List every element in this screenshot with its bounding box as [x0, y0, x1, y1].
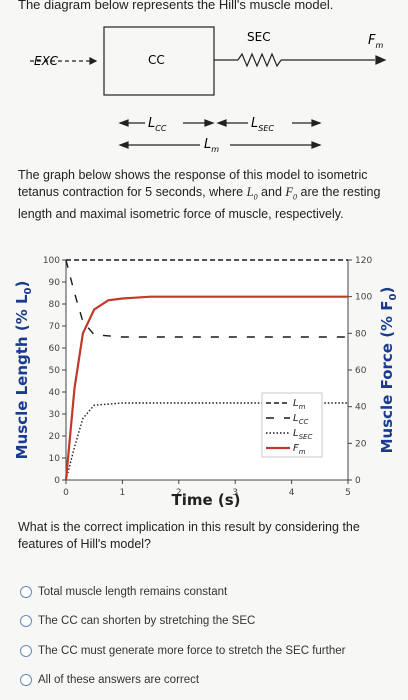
y-tick-label-10: 100	[43, 256, 60, 266]
lsec-arrowhead-left	[216, 119, 227, 127]
y-tick-label-0: 0	[54, 476, 60, 486]
y-tick-label-1: 10	[49, 454, 61, 464]
lm-label: Lm	[204, 137, 219, 154]
x-axis-label: Time (s)	[171, 491, 240, 509]
muscle-response-chart: 0 1 2 3 4 50102030405060708090100020406080100…	[13, 256, 399, 509]
y-tick-label-7: 70	[49, 322, 61, 332]
x-tick-label-5: 5	[345, 488, 351, 498]
y-tick-label-3: 30	[49, 410, 61, 420]
legend-box	[261, 392, 323, 458]
y2-tick-label-2: 40	[355, 403, 367, 413]
y-tick-label-9: 90	[49, 278, 61, 288]
option-4-label: All of these answers are correct	[38, 674, 200, 686]
force-arrowhead	[375, 55, 387, 65]
option-3-label: The CC must generate more force to stret…	[38, 645, 346, 657]
y2-axis-label: Muscle Force (% F0)	[378, 287, 399, 454]
header-text: The diagram below represents the Hill's …	[18, 0, 334, 12]
y2-tick-label-3: 60	[355, 366, 367, 376]
radio-3[interactable]	[20, 645, 32, 657]
intro-paragraph: The graph below shows the response of th…	[18, 168, 381, 221]
hill-model-diagram: EXC CC SEC Fm LCC LSEC Lm	[30, 26, 387, 154]
radio-2[interactable]	[20, 615, 32, 627]
lcc-label: LCC	[148, 116, 167, 133]
y-tick-label-2: 20	[49, 432, 61, 442]
lsec-arrowhead-right	[311, 119, 322, 127]
option-4[interactable]: All of these answers are correct	[20, 674, 199, 686]
option-1[interactable]: Total muscle length remains constant	[20, 586, 227, 598]
sec-label: SEC	[247, 30, 271, 44]
series-f-m-line	[64, 295, 348, 481]
exc-arrowhead	[89, 57, 98, 65]
y-tick-label-8: 80	[49, 300, 61, 310]
option-3[interactable]: The CC must generate more force to stret…	[20, 645, 345, 657]
fm-label: Fm	[368, 33, 383, 50]
radio-1[interactable]	[20, 586, 32, 598]
option-2[interactable]: The CC can shorten by stretching the SEC	[20, 615, 255, 627]
y-tick-label-5: 50	[49, 366, 61, 376]
y-tick-label-6: 60	[49, 344, 61, 354]
lm-arrowhead-left	[118, 141, 129, 149]
y2-tick-label-4: 80	[355, 329, 367, 339]
x-tick-label-3: 3	[232, 488, 238, 498]
x-tick-label-0: 0	[63, 488, 69, 498]
radio-4[interactable]	[20, 674, 32, 686]
exc-label: EXC	[34, 54, 59, 68]
legend-label-0: Lm	[293, 398, 306, 411]
legend-label-2: LSEC	[293, 428, 312, 441]
legend-label-1: LCC	[293, 413, 308, 426]
series-l-cc-line	[65, 259, 348, 338]
lcc-arrowhead-left	[118, 119, 129, 127]
x-tick-label-4: 4	[289, 488, 295, 498]
y2-tick-label-6: 120	[355, 256, 372, 266]
y-tick-label-4: 40	[49, 388, 61, 398]
y2-tick-label-0: 0	[355, 476, 361, 486]
option-2-label: The CC can shorten by stretching the SEC	[38, 615, 256, 627]
option-1-label: Total muscle length remains constant	[38, 586, 228, 598]
cc-box	[103, 26, 215, 96]
y2-tick-label-1: 20	[355, 439, 367, 449]
x-tick-label-2: 2	[176, 488, 182, 498]
x-tick-label-1: 1	[120, 488, 126, 498]
lcc-arrowhead-right	[204, 119, 215, 127]
sec-spring	[237, 52, 282, 68]
y2-tick-label-5: 100	[355, 293, 372, 303]
legend-label-3: Fm	[293, 443, 306, 456]
lm-arrowhead-right	[311, 141, 322, 149]
question-text: What is the correct implication in this …	[18, 520, 360, 551]
lsec-label: LSEC	[251, 116, 274, 133]
y-axis-label: Muscle Length (% L0)	[13, 281, 34, 460]
cc-label: CC	[148, 53, 165, 67]
